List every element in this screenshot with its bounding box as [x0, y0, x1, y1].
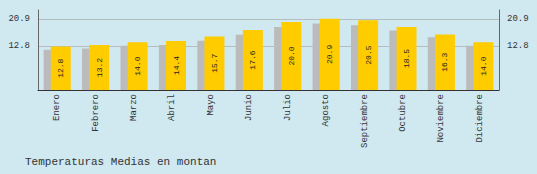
svg-text:12.8: 12.8 [56, 58, 65, 77]
svg-text:20.9: 20.9 [8, 14, 30, 24]
svg-text:12.8: 12.8 [8, 41, 30, 51]
svg-text:20.0: 20.0 [287, 46, 296, 65]
svg-text:15.7: 15.7 [210, 53, 219, 72]
svg-text:Marzo: Marzo [129, 94, 139, 121]
svg-text:Julio: Julio [283, 94, 293, 121]
svg-text:13.2: 13.2 [95, 58, 104, 77]
svg-text:17.6: 17.6 [248, 50, 257, 69]
svg-text:12.8: 12.8 [507, 41, 529, 51]
svg-text:Noviembre: Noviembre [436, 94, 446, 143]
svg-text:Mayo: Mayo [206, 94, 216, 116]
svg-text:Octubre: Octubre [398, 94, 408, 132]
svg-text:20.9: 20.9 [507, 14, 529, 24]
svg-text:Abril: Abril [167, 94, 177, 121]
svg-text:Febrero: Febrero [91, 94, 101, 132]
svg-text:Junio: Junio [244, 94, 254, 121]
svg-text:14.0: 14.0 [479, 56, 488, 75]
svg-text:20.5: 20.5 [364, 45, 373, 64]
svg-text:Diciembre: Diciembre [475, 94, 485, 143]
svg-text:18.5: 18.5 [402, 49, 411, 68]
svg-text:Enero: Enero [52, 94, 62, 121]
svg-text:14.4: 14.4 [172, 56, 181, 75]
svg-text:16.3: 16.3 [440, 52, 449, 71]
svg-text:Agosto: Agosto [321, 94, 331, 126]
svg-text:Temperaturas Medias en montan: Temperaturas Medias en montan [25, 156, 216, 168]
svg-text:14.0: 14.0 [133, 56, 142, 75]
svg-text:Septiembre: Septiembre [360, 94, 370, 148]
svg-text:20.9: 20.9 [325, 45, 334, 64]
